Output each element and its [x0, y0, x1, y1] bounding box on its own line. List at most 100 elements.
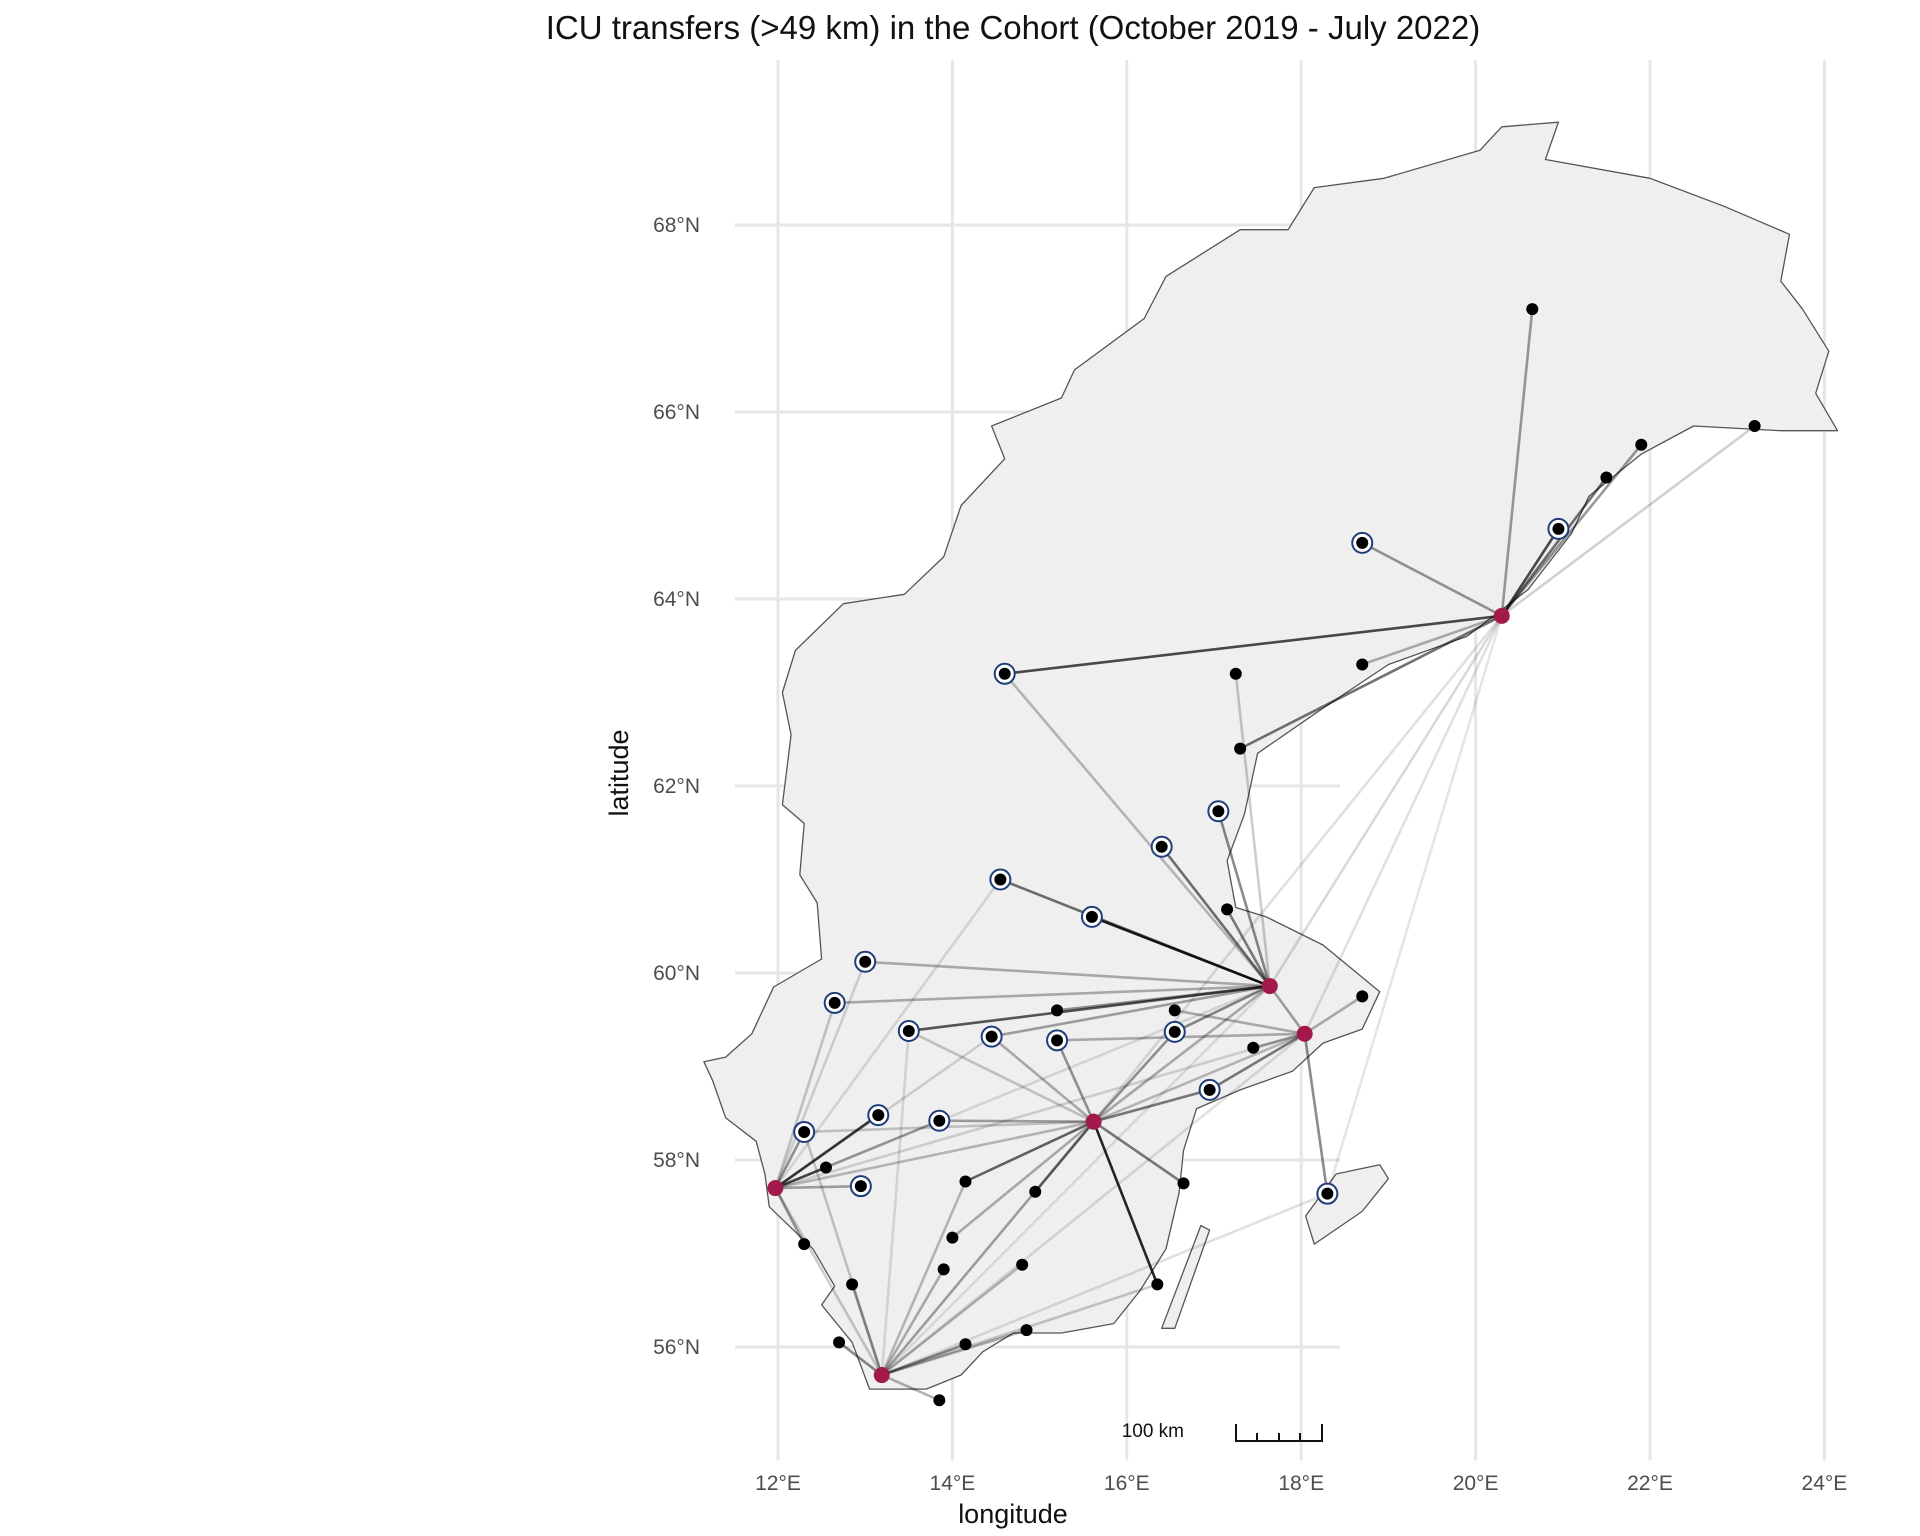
transfer-line	[1173, 984, 1272, 1034]
transfer-line	[774, 1120, 1095, 1190]
hospital-marker	[959, 1338, 972, 1351]
hospital-marker	[1203, 1083, 1216, 1096]
scale-bar: 100 km	[1122, 1421, 1323, 1442]
hospital-points	[767, 303, 1761, 1407]
x-axis-ticks: 12°E 14°E 16°E 18°E 20°E 22°E 24°E	[755, 1472, 1847, 1495]
transfer-line	[1500, 307, 1534, 618]
transfer-line	[880, 1180, 967, 1377]
transfer-line	[1208, 1032, 1306, 1092]
transfer-line	[802, 1120, 1095, 1134]
y-axis-ticks: 56°N 58°N 60°N 62°N 64°N 66°N 68°N	[653, 214, 700, 1359]
y-tick-label: 58°N	[653, 1149, 700, 1172]
transfer-line	[837, 1341, 884, 1377]
hospital-marker	[1177, 1177, 1190, 1190]
hub-marker	[767, 1180, 784, 1197]
transfer-line	[1160, 845, 1272, 988]
transfer-line	[1090, 915, 1272, 988]
transfer-line	[1268, 614, 1504, 988]
transfer-line	[774, 1186, 806, 1246]
mainland	[703, 121, 1839, 1390]
transfer-line	[1225, 908, 1272, 988]
transfer-line	[880, 1263, 1024, 1377]
transfer-line	[880, 1268, 945, 1377]
transfer-line	[1360, 614, 1504, 666]
transfer-line	[938, 1119, 1095, 1123]
transfer-line	[1092, 1120, 1185, 1185]
transfer-line	[1238, 614, 1504, 750]
y-tick-label: 60°N	[653, 962, 700, 985]
transfer-line	[880, 984, 1272, 1377]
transfer-line	[990, 1035, 1095, 1123]
y-tick-label: 68°N	[653, 214, 700, 237]
y-axis-title: latitude	[604, 729, 634, 816]
transfer-line	[1500, 424, 1756, 618]
transfer-line	[1092, 984, 1272, 1123]
hospital-marker	[937, 1263, 950, 1276]
transfer-line	[1092, 614, 1504, 1123]
transfer-line	[964, 1120, 1095, 1183]
hospital-marker	[1552, 522, 1565, 535]
transfer-line	[774, 960, 867, 1190]
hospital-marker	[798, 1238, 811, 1251]
island	[1161, 1224, 1211, 1329]
y-tick-label: 56°N	[653, 1336, 700, 1359]
y-tick-label: 66°N	[653, 401, 700, 424]
transfer-line	[1303, 1032, 1329, 1195]
hospital-marker	[833, 1336, 846, 1349]
transfer-line	[1033, 1120, 1095, 1194]
hospital-marker	[1168, 1004, 1181, 1017]
hospital-marker	[846, 1278, 859, 1291]
scale-bar-label: 100 km	[1122, 1421, 1184, 1442]
hospital-marker	[902, 1024, 915, 1037]
transfer-line	[990, 984, 1272, 1038]
map-title: ICU transfers (>49 km) in the Cohort (Oc…	[546, 9, 1480, 46]
transfer-line	[1303, 995, 1364, 1036]
transfer-line	[1251, 1032, 1306, 1050]
transfer-line	[1092, 1088, 1211, 1123]
hospital-marker	[994, 873, 1007, 886]
hospital-marker	[1600, 471, 1613, 484]
x-tick-label: 20°E	[1453, 1472, 1499, 1495]
transfer-line	[774, 1166, 828, 1190]
hospital-marker	[819, 1161, 832, 1174]
hospital-marker	[828, 996, 841, 1009]
hospital-marker	[1356, 536, 1369, 549]
transfer-line	[880, 1328, 1028, 1377]
hospital-marker	[1151, 1278, 1164, 1291]
hub-marker	[1493, 607, 1510, 624]
hospital-marker	[933, 1394, 946, 1407]
transfer-line	[1055, 1039, 1095, 1123]
transfer-line	[907, 1029, 1095, 1123]
transfer-line	[774, 1186, 884, 1377]
x-tick-label: 18°E	[1278, 1472, 1324, 1495]
transfer-line	[880, 1283, 1159, 1377]
hospital-marker	[1155, 840, 1168, 853]
hospital-marker	[872, 1109, 885, 1122]
hospital-marker	[933, 1114, 946, 1127]
transfer-line	[1303, 614, 1504, 1036]
transfer-line	[880, 1373, 941, 1402]
x-tick-label: 14°E	[930, 1472, 976, 1495]
hospital-marker	[1212, 805, 1225, 818]
transfer-line	[880, 1342, 967, 1377]
x-axis-title: longitude	[958, 1499, 1068, 1529]
x-tick-label: 12°E	[755, 1472, 801, 1495]
hospital-marker	[1051, 1004, 1064, 1017]
transfer-line	[774, 1184, 863, 1190]
transfer-line	[1217, 809, 1272, 988]
hospital-marker	[1229, 667, 1242, 680]
transfer-line	[850, 1283, 884, 1377]
x-tick-label: 24°E	[1802, 1472, 1848, 1495]
transfer-line	[1500, 443, 1643, 618]
hospital-marker	[1635, 438, 1648, 451]
hospital-marker	[946, 1231, 959, 1244]
transfer-line	[774, 984, 1272, 1190]
transfer-line	[1092, 1030, 1177, 1123]
transfer-line	[1360, 541, 1504, 618]
transfer-line	[1500, 527, 1560, 618]
hub-marker	[1085, 1113, 1102, 1130]
hub-marker	[1296, 1025, 1313, 1042]
x-tick-label: 22°E	[1627, 1472, 1673, 1495]
transfer-line	[1268, 984, 1306, 1036]
hospital-marker	[798, 1125, 811, 1138]
